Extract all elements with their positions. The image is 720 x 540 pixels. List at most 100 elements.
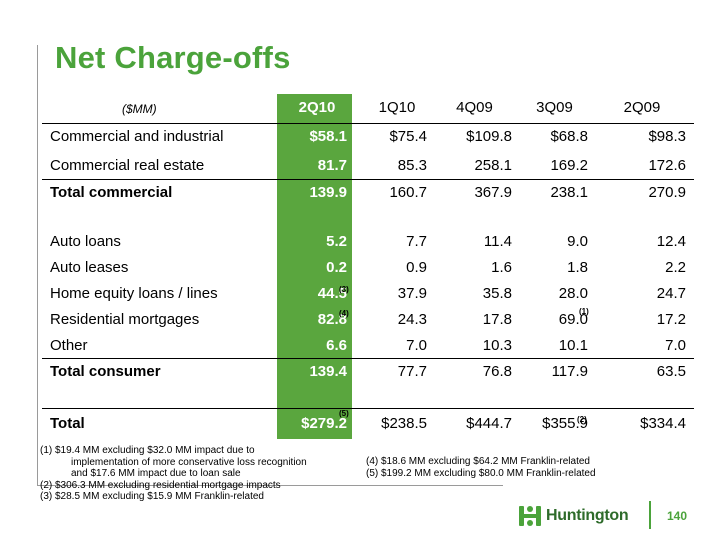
column-header: 1Q10 (378, 99, 416, 116)
cell-4q09: 35.8 (482, 285, 512, 302)
total-rule (42, 408, 694, 409)
cell-3q09: 28.0 (558, 285, 588, 302)
cell-1q10: 0.9 (406, 259, 427, 276)
cell-1q10: 7.7 (406, 233, 427, 250)
cell-1q10: 160.7 (389, 184, 427, 201)
cell-1q10: $238.5 (381, 415, 427, 432)
cell-1q10: 85.3 (397, 157, 427, 174)
cell-1q10: 24.3 (397, 311, 427, 328)
row-label: Commercial real estate (50, 157, 205, 174)
table-row: Commercial and industrial $58.1 $75.4 $1… (42, 128, 694, 148)
cell-2q10: 44.5 (317, 285, 347, 302)
subtotal-rule (42, 358, 694, 359)
row-label: Auto loans (50, 233, 121, 250)
cell-2q09: 12.4 (656, 233, 686, 250)
cell-2q09: 7.0 (665, 337, 686, 354)
header-rule (42, 123, 694, 124)
row-label: Total (50, 415, 85, 432)
current-quarter-highlight (277, 94, 352, 439)
footnote-3: (3) $28.5 MM excluding $15.9 MM Franklin… (40, 491, 264, 502)
footnote-2: (2) $306.3 MM excluding residential mort… (40, 479, 281, 491)
cell-3q09: 69.0 (558, 311, 588, 328)
frame-bottom-rule (37, 485, 503, 486)
page-title: Net Charge-offs (55, 40, 291, 75)
cell-2q09: 172.6 (648, 157, 686, 174)
footnotes-right: (4) $18.6 MM excluding $64.2 MM Franklin… (366, 456, 596, 479)
cell-2q10: 139.9 (309, 184, 347, 201)
footnote-4: (4) $18.6 MM excluding $64.2 MM Franklin… (366, 456, 590, 467)
row-label: Other (50, 337, 88, 354)
cell-2q10: 139.4 (309, 363, 347, 380)
cell-4q09: $109.8 (466, 128, 512, 145)
cell-2q09: 270.9 (648, 184, 686, 201)
cell-4q09: 367.9 (474, 184, 512, 201)
footnote-1: (1) $19.4 MM excluding $32.0 MM impact d… (40, 445, 255, 456)
cell-1q10: 37.9 (397, 285, 427, 302)
table-row: Residential mortgages 82.8 24.3 17.8 69.… (42, 311, 694, 331)
footnote-1-cont: implementation of more conservative loss… (71, 456, 307, 468)
cell-2q09: 2.2 (665, 259, 686, 276)
units-label: ($MM) (122, 102, 157, 116)
row-label: Home equity loans / lines (50, 285, 218, 302)
column-header: 3Q09 (536, 99, 573, 116)
table-row: Auto loans 5.2 7.7 11.4 9.0 12.4 (42, 233, 694, 253)
cell-2q09: 63.5 (656, 363, 686, 380)
footnote-5: (5) $199.2 MM excluding $80.0 MM Frankli… (366, 467, 596, 479)
cell-2q10: 0.2 (326, 259, 347, 276)
footnote-marker: (3) (339, 285, 349, 294)
cell-1q10: 7.0 (406, 337, 427, 354)
table-row-total: Total consumer 139.4 77.7 76.8 117.9 63.… (42, 363, 694, 383)
column-header: 4Q09 (456, 99, 493, 116)
cell-2q10: $58.1 (309, 128, 347, 145)
footnotes-left: (1) $19.4 MM excluding $32.0 MM impact d… (40, 445, 350, 503)
frame-left-rule (37, 45, 38, 485)
huntington-logo: Huntington (519, 505, 629, 527)
cell-3q09: 10.1 (558, 337, 588, 354)
footnote-marker: (1) (579, 307, 589, 316)
cell-2q10: 5.2 (326, 233, 347, 250)
cell-2q10: 81.7 (317, 157, 347, 174)
column-header: 2Q10 (298, 99, 336, 116)
cell-2q10: $279.2 (301, 415, 347, 432)
cell-2q09: 17.2 (656, 311, 686, 328)
table-row: Auto leases 0.2 0.9 1.6 1.8 2.2 (42, 259, 694, 279)
cell-2q09: 24.7 (656, 285, 686, 302)
cell-4q09: $444.7 (466, 415, 512, 432)
row-label: Total consumer (50, 363, 161, 380)
table-row: Home equity loans / lines 44.5 37.9 35.8… (42, 285, 694, 305)
row-label: Auto leases (50, 259, 129, 276)
footnote-1-cont: and $17.6 MM impact due to loan sale (71, 468, 241, 479)
row-label: Residential mortgages (50, 311, 200, 328)
footnote-marker: (2) (577, 415, 587, 424)
cell-3q09: $355.9 (542, 415, 588, 432)
cell-4q09: 1.6 (491, 259, 512, 276)
huntington-logo-mark-icon (519, 506, 541, 526)
cell-3q09: 169.2 (550, 157, 588, 174)
cell-3q09: 9.0 (567, 233, 588, 250)
table-row: Other 6.6 7.0 10.3 10.1 7.0 (42, 337, 694, 357)
footnote-marker: (5) (339, 409, 349, 418)
cell-3q09: $68.8 (550, 128, 588, 145)
table-row-grand-total: Total $279.2 $238.5 $444.7 $355.9 $334.4 (42, 415, 694, 435)
cell-3q09: 1.8 (567, 259, 588, 276)
column-header: 2Q09 (623, 99, 661, 116)
cell-3q09: 238.1 (550, 184, 588, 201)
cell-2q10: 6.6 (326, 337, 347, 354)
subtotal-rule (42, 179, 694, 180)
table-row: Commercial real estate 81.7 85.3 258.1 1… (42, 157, 694, 177)
row-label: Commercial and industrial (50, 128, 224, 145)
table-header: ($MM) 2Q10 1Q10 4Q09 3Q09 2Q09 (42, 99, 694, 119)
cell-1q10: $75.4 (389, 128, 427, 145)
page-number: 140 (667, 509, 688, 523)
cell-4q09: 17.8 (482, 311, 512, 328)
cell-2q09: $334.4 (640, 415, 686, 432)
cell-4q09: 10.3 (482, 337, 512, 354)
table-row-total: Total commercial 139.9 160.7 367.9 238.1… (42, 184, 694, 204)
footer-divider (649, 501, 651, 529)
cell-1q10: 77.7 (397, 363, 427, 380)
cell-2q09: $98.3 (648, 128, 686, 145)
cell-3q09: 117.9 (551, 363, 588, 380)
logo-text: Huntington (546, 507, 629, 524)
cell-4q09: 258.1 (474, 157, 512, 174)
row-label: Total commercial (50, 184, 173, 201)
